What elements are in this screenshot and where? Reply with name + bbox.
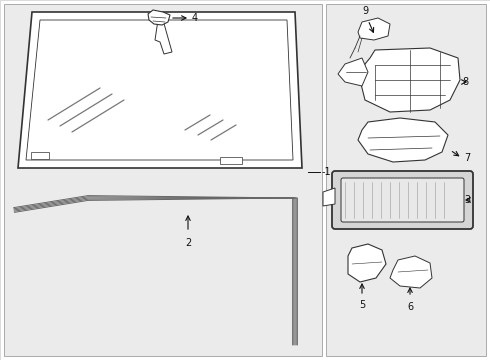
Polygon shape xyxy=(358,18,390,40)
FancyBboxPatch shape xyxy=(31,152,49,159)
Polygon shape xyxy=(323,188,335,206)
Text: 7: 7 xyxy=(464,153,470,163)
Polygon shape xyxy=(26,20,293,160)
Polygon shape xyxy=(338,58,368,86)
Text: -1: -1 xyxy=(322,167,332,177)
Polygon shape xyxy=(155,20,172,54)
FancyBboxPatch shape xyxy=(341,178,464,222)
Text: 8: 8 xyxy=(462,77,468,87)
Polygon shape xyxy=(358,118,448,162)
FancyBboxPatch shape xyxy=(326,4,486,356)
Text: 5: 5 xyxy=(359,300,365,310)
Polygon shape xyxy=(348,244,386,282)
Polygon shape xyxy=(390,256,432,288)
Text: 6: 6 xyxy=(407,302,413,312)
Polygon shape xyxy=(360,48,460,112)
FancyBboxPatch shape xyxy=(220,157,242,164)
Text: 3: 3 xyxy=(464,195,470,205)
Polygon shape xyxy=(148,10,170,25)
Text: 9: 9 xyxy=(362,6,368,16)
FancyBboxPatch shape xyxy=(4,4,322,356)
FancyBboxPatch shape xyxy=(332,171,473,229)
Text: 2: 2 xyxy=(185,238,191,248)
Text: 4: 4 xyxy=(192,13,198,23)
Polygon shape xyxy=(18,12,302,168)
